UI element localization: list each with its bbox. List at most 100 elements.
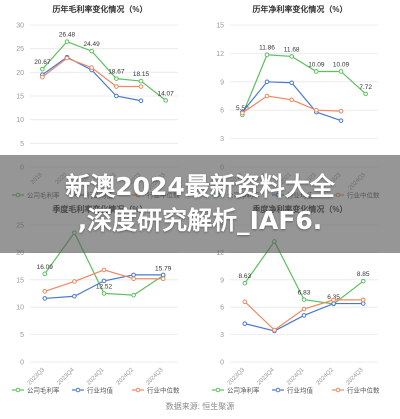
data-point [42, 289, 48, 294]
legend-label: 行业均值 [287, 386, 314, 395]
x-tick-label: 2024Q2 [116, 367, 136, 387]
data-label: 8.85 [357, 271, 370, 278]
data-point [138, 78, 144, 84]
x-tick-label: 2023Q3 [227, 367, 247, 387]
data-point [160, 276, 166, 282]
data-point [131, 292, 136, 298]
data-point [42, 271, 48, 277]
chart-title-2: 历年净利率变化情况（%） [252, 4, 347, 14]
data-label: 26.48 [59, 32, 76, 39]
data-point [42, 296, 48, 301]
data-point [338, 108, 344, 114]
x-tick-label: 2024Q1 [86, 367, 106, 387]
data-point [264, 52, 270, 58]
y-tick-label: 30 [16, 23, 24, 30]
data-label: 7.72 [359, 84, 372, 91]
data-point [301, 306, 307, 312]
y-tick-label: 12 [216, 51, 224, 58]
legend-marker [75, 387, 81, 393]
data-point [301, 297, 307, 302]
y-tick-label: 5 [20, 141, 24, 148]
data-point [264, 79, 270, 85]
data-point [242, 299, 248, 305]
legend-marker [15, 387, 21, 393]
data-point [289, 80, 294, 86]
data-label: 11.86 [259, 45, 275, 52]
y-tick-label: 10 [16, 305, 24, 312]
data-point [89, 65, 94, 70]
y-tick-label: 0 [20, 360, 24, 367]
data-label: 10.09 [333, 61, 350, 68]
data-point [360, 278, 366, 284]
data-label: 14.07 [158, 90, 175, 97]
data-point [289, 97, 294, 103]
x-tick-label: 2024Q2 [316, 367, 336, 387]
data-point [289, 54, 294, 59]
data-point [242, 321, 248, 326]
data-point [360, 297, 366, 303]
y-tick-label: 0 [220, 360, 224, 367]
x-tick-label: 2023Q4 [56, 367, 76, 387]
legend-label: 公司毛利率 [27, 386, 60, 395]
y-tick-label: 15 [16, 94, 24, 101]
banner-title-line-2: ,深度研究解析_IAF6. [77, 206, 323, 235]
data-point [101, 267, 107, 273]
data-point [331, 301, 336, 306]
overlay-banner: 新澳2024最新资料大全 ,深度研究解析_IAF6. [0, 155, 400, 253]
x-tick-label: 2023Q4 [256, 367, 276, 387]
data-point [360, 301, 366, 306]
data-point [272, 327, 277, 333]
data-point [163, 98, 168, 103]
data-label: 10.09 [308, 61, 325, 68]
data-label: 18.67 [108, 69, 125, 76]
data-point [131, 272, 136, 278]
data-label: 20.67 [34, 59, 51, 66]
y-tick-label: 10 [16, 117, 24, 124]
y-tick-label: 3 [220, 136, 224, 143]
y-tick-label: 12 [216, 250, 224, 257]
y-tick-label: 9 [220, 79, 224, 86]
data-label: 18.15 [133, 71, 150, 78]
data-point [72, 293, 77, 299]
y-tick-label: 6 [220, 305, 224, 312]
x-tick-label: 2024Q3 [345, 367, 365, 387]
data-point [114, 93, 119, 99]
legend-marker [275, 387, 281, 393]
legend-label: 公司净利率 [227, 386, 260, 395]
banner-title-line-1: 新澳2024最新资料大全 [65, 172, 335, 201]
legend-label: 行业中位数 [347, 386, 380, 395]
x-tick-label: 2024Q3 [145, 367, 165, 387]
data-point [363, 91, 368, 97]
y-tick-label: 20 [16, 250, 24, 257]
data-point [160, 272, 166, 278]
legend-marker [135, 387, 141, 393]
data-point [64, 39, 70, 44]
data-point [338, 118, 344, 123]
data-label: 5.50 [236, 105, 249, 112]
data-label: 11.68 [284, 46, 300, 53]
data-label: 12.52 [96, 283, 113, 290]
data-point [331, 297, 336, 303]
y-tick-label: 15 [16, 277, 24, 284]
series-line-1 [241, 54, 367, 116]
series-line-2 [41, 56, 142, 102]
y-tick-label: 6 [220, 108, 224, 115]
source-note: 数据来源: 恒生聚源 [165, 402, 235, 411]
data-point [242, 280, 248, 286]
legend-marker [215, 387, 221, 393]
legend-marker [335, 387, 341, 393]
legend-label: 行业中位数 [147, 386, 180, 395]
y-tick-label: 25 [16, 46, 24, 53]
data-label: 16.09 [37, 264, 54, 271]
data-point [338, 69, 344, 74]
data-point [264, 93, 270, 99]
y-tick-label: 5 [20, 332, 24, 339]
data-label: 6.83 [298, 290, 311, 297]
data-point [114, 84, 119, 89]
chart-title-1: 历年毛利率变化情况（%） [52, 4, 147, 14]
data-label: 15.79 [155, 265, 172, 272]
data-point [72, 279, 77, 284]
data-point [240, 110, 245, 116]
data-point [138, 98, 144, 104]
data-label: 24.49 [84, 41, 101, 48]
